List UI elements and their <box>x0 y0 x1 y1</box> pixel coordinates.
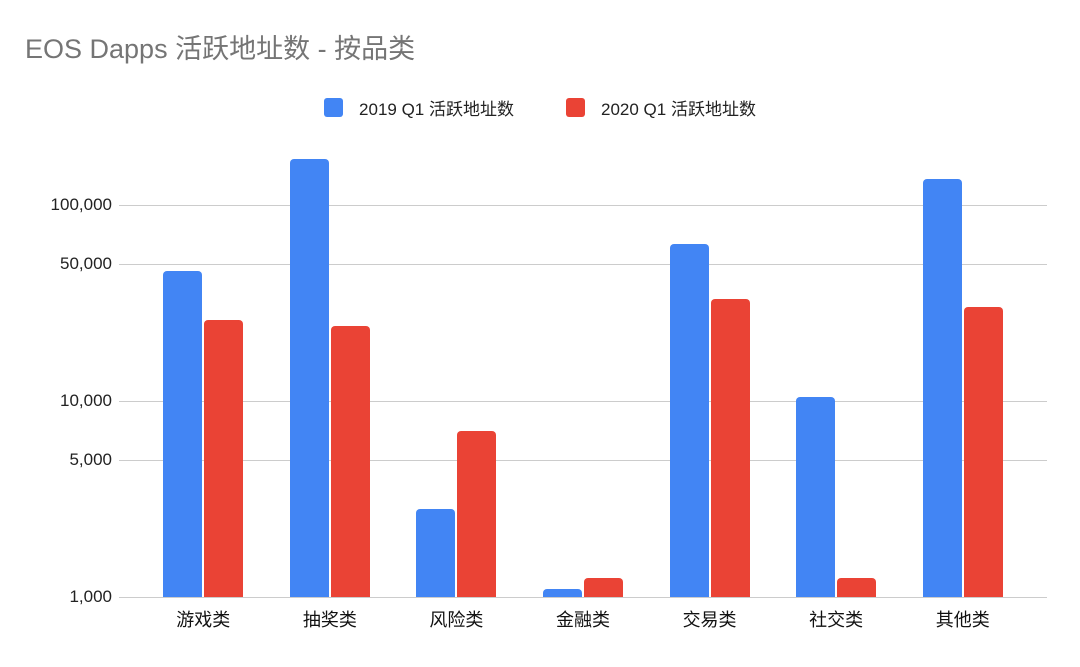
bar-风险类-2020 Q1 活跃地址数 <box>457 431 497 597</box>
bar-交易类-2019 Q1 活跃地址数 <box>669 244 709 597</box>
bar-其他类-2019 Q1 活跃地址数 <box>922 179 962 597</box>
gridline-100000 <box>119 204 1047 206</box>
bar-社交类-2019 Q1 活跃地址数 <box>796 396 836 597</box>
chart-legend: 2019 Q1 活跃地址数 2020 Q1 活跃地址数 <box>0 95 1080 119</box>
x-category-label-金融类: 金融类 <box>556 610 610 630</box>
gridline-5000 <box>119 459 1047 461</box>
gridline-10000 <box>119 400 1047 402</box>
gridline-1000 <box>119 596 1047 598</box>
y-tick-label-50000: 50,000 <box>60 254 112 273</box>
bar-抽奖类-2019 Q1 活跃地址数 <box>289 158 329 597</box>
legend-swatch-2019-q1 <box>324 97 344 117</box>
plot-area: 游戏类 抽奖类 风险类 金融类 交易类 社交类 其他类 <box>119 140 1047 630</box>
bar-风险类-2019 Q1 活跃地址数 <box>416 509 456 597</box>
legend-label-2019-q1: 2019 Q1 活跃地址数 <box>359 99 514 119</box>
legend-item-2020-q1: 2020 Q1 活跃地址数 <box>566 95 756 120</box>
bar-金融类-2019 Q1 活跃地址数 <box>543 588 582 597</box>
bar-其他类-2020 Q1 活跃地址数 <box>963 307 1003 597</box>
chart-title: EOS Dapps 活跃地址数 - 按品类 <box>25 34 416 64</box>
legend-item-2019-q1: 2019 Q1 活跃地址数 <box>324 95 514 120</box>
x-category-label-社交类: 社交类 <box>809 610 864 630</box>
x-category-label-风险类: 风险类 <box>429 610 484 630</box>
bar-交易类-2020 Q1 活跃地址数 <box>710 299 750 597</box>
bar-金融类-2020 Q1 活跃地址数 <box>584 578 623 597</box>
x-category-label-游戏类: 游戏类 <box>176 610 231 630</box>
y-tick-label-5000: 5,000 <box>69 450 112 469</box>
y-tick-label-1000: 1,000 <box>69 587 112 606</box>
bar-游戏类-2019 Q1 活跃地址数 <box>163 271 203 597</box>
legend-label-2020-q1: 2020 Q1 活跃地址数 <box>601 99 756 119</box>
bar-社交类-2020 Q1 活跃地址数 <box>837 578 877 597</box>
x-category-label-交易类: 交易类 <box>682 610 737 630</box>
legend-swatch-2020-q1 <box>566 97 585 117</box>
x-category-label-其他类: 其他类 <box>935 610 990 630</box>
y-tick-label-100000: 100,000 <box>50 195 112 214</box>
bar-抽奖类-2020 Q1 活跃地址数 <box>330 326 370 597</box>
bar-游戏类-2020 Q1 活跃地址数 <box>204 319 244 597</box>
x-category-label-抽奖类: 抽奖类 <box>302 610 357 630</box>
y-tick-label-10000: 10,000 <box>60 391 112 410</box>
gridline-50000 <box>119 263 1047 265</box>
